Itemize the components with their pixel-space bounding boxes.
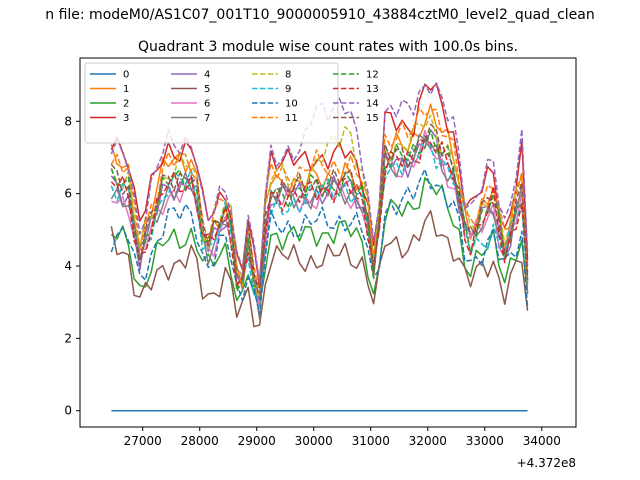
legend-label-10: 10 [285,99,298,110]
y-axis: 0 2 4 6 8 [64,114,80,418]
x-tick-label: 30000 [295,434,333,448]
x-axis-offset-label: +4.372e8 [517,456,576,470]
chart-title: Quadrant 3 module wise count rates with … [138,39,518,55]
legend-label-3: 3 [123,113,129,124]
legend-label-6: 6 [204,99,210,110]
legend-label-12: 12 [366,70,379,81]
x-tick-label: 29000 [238,434,276,448]
legend-label-7: 7 [204,113,210,124]
chart-supertitle: n file: modeM0/AS1C07_001T10_9000005910_… [45,7,594,23]
x-tick-label: 33000 [466,434,504,448]
x-tick-label: 32000 [409,434,447,448]
series-line-8 [110,114,529,299]
series-line-7 [110,133,529,320]
series-line-15 [110,123,529,300]
series-line-9 [110,137,529,302]
x-tick-label: 34000 [523,434,561,448]
legend-label-13: 13 [366,84,379,95]
legend-label-0: 0 [123,70,129,81]
legend-label-1: 1 [123,84,129,95]
y-tick-label: 0 [64,404,72,418]
series-line-2 [110,177,529,306]
legend-label-2: 2 [123,99,129,110]
legend-label-15: 15 [366,113,379,124]
series-line-12 [110,129,529,292]
y-tick-label: 4 [64,259,72,273]
x-tick-label: 27000 [124,434,162,448]
y-tick-label: 6 [64,187,72,201]
legend-label-4: 4 [204,70,210,81]
series-line-10 [110,168,529,315]
y-tick-label: 2 [64,331,72,345]
legend-label-11: 11 [285,113,298,124]
series-line-11 [110,107,529,294]
x-axis: 27000 28000 29000 30000 31000 32000 33000 34000 [124,427,561,448]
legend-label-5: 5 [204,84,210,95]
x-tick-label: 31000 [352,434,390,448]
legend-label-9: 9 [285,84,291,95]
x-tick-label: 28000 [181,434,219,448]
plot-area-frame [79,57,577,428]
series-line-5 [110,209,529,328]
series-line-13 [110,135,529,289]
y-tick-label: 8 [64,114,72,128]
legend-label-8: 8 [285,70,291,81]
legend-label-14: 14 [366,99,379,110]
